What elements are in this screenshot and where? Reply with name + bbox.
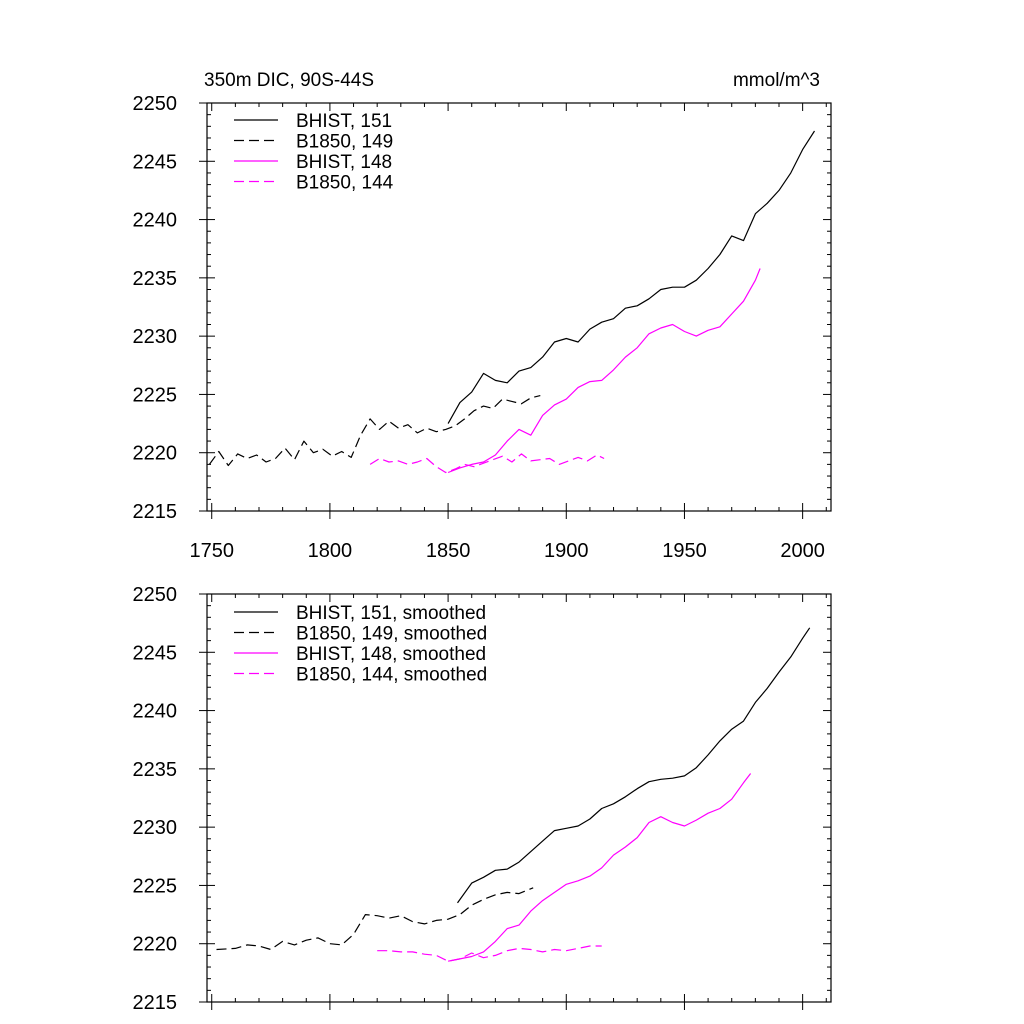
series-line-2: [447, 773, 752, 962]
legend-label-3: B1850, 144, smoothed: [296, 665, 487, 686]
top-panel: 2215 2220 2225 2230 2235 2240 2245 2250 1750 1800…: [133, 93, 832, 562]
legend-label-1: B1850, 149, smoothed: [296, 624, 487, 645]
legend-label-1: B1850, 149: [296, 132, 393, 153]
y-tick-label: 2235: [133, 268, 178, 290]
series-line-0: [447, 130, 816, 424]
y-tick-label: 2245: [133, 151, 178, 173]
series-line-3: [369, 453, 605, 474]
title-right: mmol/m^3: [733, 70, 820, 91]
series-line-0: [457, 627, 811, 904]
x-tick-label: 1800: [308, 540, 353, 562]
y-tick-label: 2220: [133, 934, 178, 956]
y-tick-label: 2235: [133, 759, 178, 781]
series-line-3: [377, 945, 602, 962]
y-tick-label: 2225: [133, 384, 178, 406]
y-tick-label: 2250: [133, 93, 178, 115]
y-tick-label: 2225: [133, 875, 178, 897]
legend-label-0: BHIST, 151: [296, 111, 392, 132]
x-tick-label: 1750: [189, 540, 234, 562]
bottom-panel: 2215 2220 2225 2230 2235 2240 2245 2250 BHIST, 1…: [133, 584, 832, 1014]
y-tick-label: 2230: [133, 326, 178, 348]
legend-label-0: BHIST, 151, smoothed: [296, 603, 486, 624]
y-tick-label: 2240: [133, 701, 178, 723]
y-tick-label: 2240: [133, 210, 178, 232]
series-line-2: [447, 268, 761, 474]
x-tick-label: 1850: [426, 540, 471, 562]
series-line-1: [208, 395, 541, 467]
x-tick-label: 1900: [544, 540, 589, 562]
y-tick-label: 2250: [133, 584, 178, 606]
y-tick-label: 2230: [133, 817, 178, 839]
y-tick-label: 2215: [133, 501, 178, 523]
x-tick-label: 2000: [780, 540, 825, 562]
x-tick-label: 1950: [662, 540, 707, 562]
legend-label-2: BHIST, 148: [296, 152, 392, 173]
y-tick-label: 2245: [133, 642, 178, 664]
title-left: 350m DIC, 90S-44S: [204, 70, 374, 91]
y-tick-label: 2215: [133, 992, 178, 1014]
legend-label-2: BHIST, 148, smoothed: [296, 644, 486, 665]
legend-label-3: B1850, 144: [296, 173, 394, 194]
y-tick-label: 2220: [133, 443, 178, 465]
series-line-1: [216, 887, 534, 951]
